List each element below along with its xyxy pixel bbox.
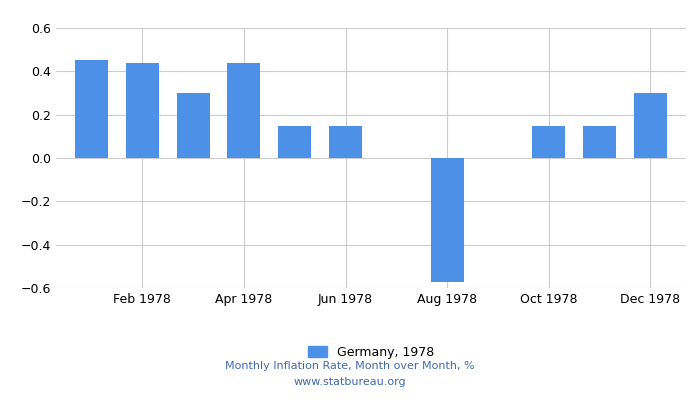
Bar bbox=[176, 93, 210, 158]
Bar bbox=[634, 93, 667, 158]
Text: www.statbureau.org: www.statbureau.org bbox=[294, 377, 406, 387]
Text: Monthly Inflation Rate, Month over Month, %: Monthly Inflation Rate, Month over Month… bbox=[225, 361, 475, 371]
Bar bbox=[583, 126, 616, 158]
Bar bbox=[75, 60, 108, 158]
Bar bbox=[430, 158, 463, 282]
Legend: Germany, 1978: Germany, 1978 bbox=[303, 341, 439, 364]
Bar bbox=[329, 126, 362, 158]
Bar bbox=[228, 63, 260, 158]
Bar bbox=[532, 126, 566, 158]
Bar bbox=[126, 63, 159, 158]
Bar bbox=[279, 126, 312, 158]
